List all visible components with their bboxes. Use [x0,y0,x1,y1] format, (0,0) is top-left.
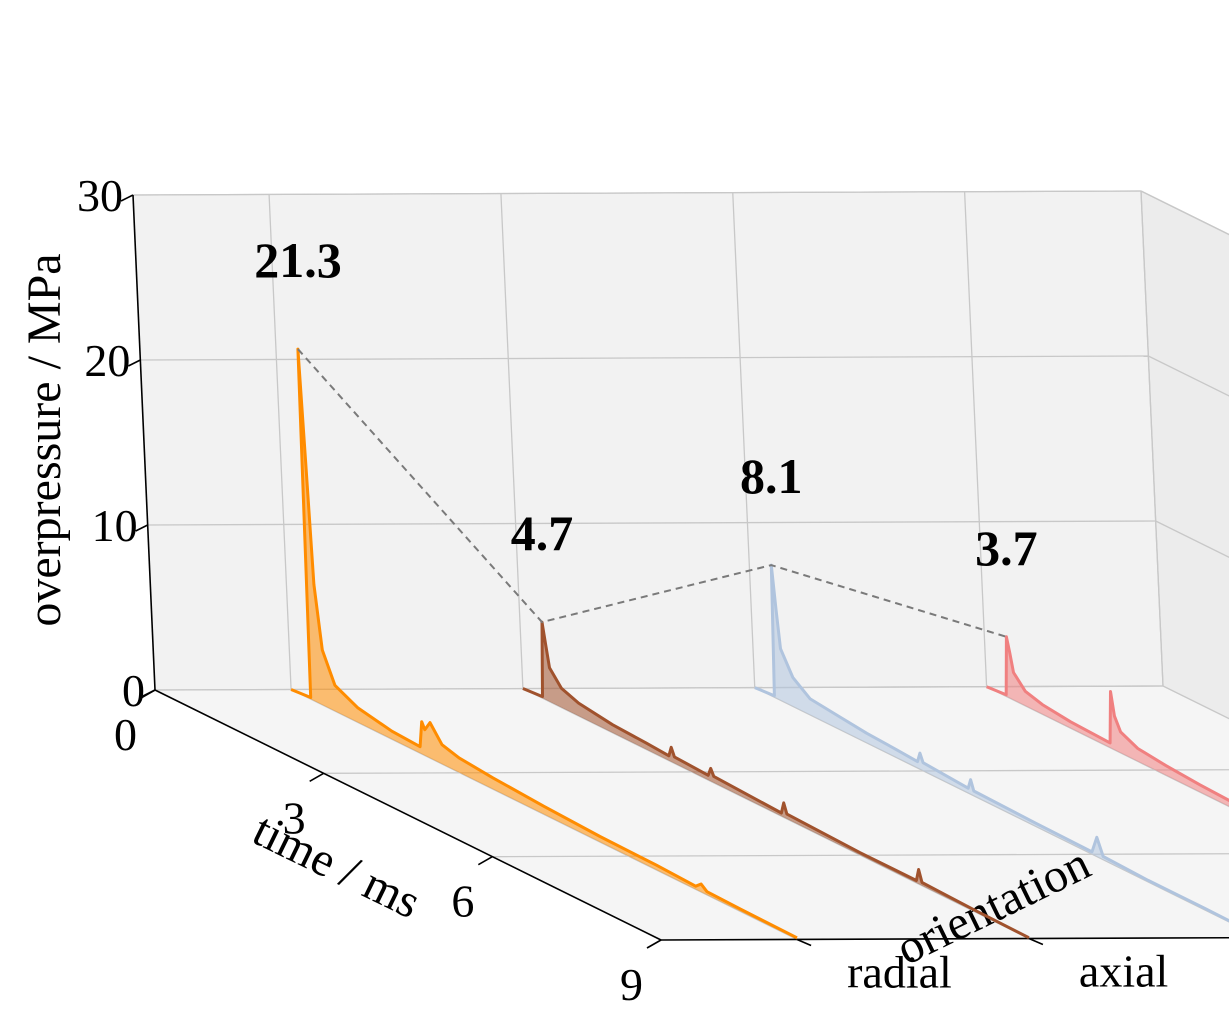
z-tick-label: 20 [84,335,130,386]
z-tick [120,194,134,202]
z-axis-label: overpressure / MPa [18,253,71,626]
grid-line-z-left [147,520,1156,526]
z-tick-label: 10 [92,500,138,551]
peak-label-circumferential: 8.1 [740,448,803,504]
grid-line-orientation-wall [963,191,988,687]
peak-label-sphere: 3.7 [975,520,1038,576]
time-tick-label: 9 [620,959,643,1010]
z-axis-line [132,194,156,691]
z-tick [127,359,141,367]
time-tick-label: 3 [283,792,306,843]
pane-edge [132,190,1142,196]
grid-line-t-floor [492,853,1229,858]
grid-line-orientation-wall [500,193,524,689]
z-tick [135,524,149,532]
peak-connector-line [297,348,1007,638]
time-tick [309,772,325,783]
pane-edge [1140,190,1164,687]
chart-series [290,347,1229,940]
peak-label-radial: 21.3 [254,232,342,288]
series-line-sphere [986,635,1229,803]
orientation-tick [1028,937,1044,946]
orientation-tick-label: axial [1079,946,1168,997]
z-tick-label: 0 [122,665,145,716]
back-pane-left [133,191,1163,690]
orientation-axis-line [660,936,1229,941]
series-area-sphere [986,636,1229,807]
time-tick [477,855,493,866]
series-line-radial [290,347,798,940]
pane-edge [1140,190,1229,236]
series-line-axial [522,620,1030,940]
time-tick-label: 0 [114,709,137,760]
grid-line-orientation-wall [268,194,292,690]
orientation-tick [796,938,812,947]
time-axis-line [154,689,662,941]
back-pane-right [1141,191,1229,719]
z-tick-label: 30 [77,170,123,221]
peak-label-axial: 4.7 [511,505,574,561]
chart-labels: 21.3 4.7 8.1 3.7 [254,232,1038,638]
time-tick [646,939,662,949]
time-tick [140,689,156,699]
grid-line-orientation-floor [522,687,1030,940]
series-line-circumferential [754,563,1229,923]
time-tick-label: 6 [451,876,474,927]
orientation-tick-label: radial [847,946,952,997]
grid-line-orientation-wall [732,192,756,688]
time-axis-label: time / ms [245,803,429,929]
